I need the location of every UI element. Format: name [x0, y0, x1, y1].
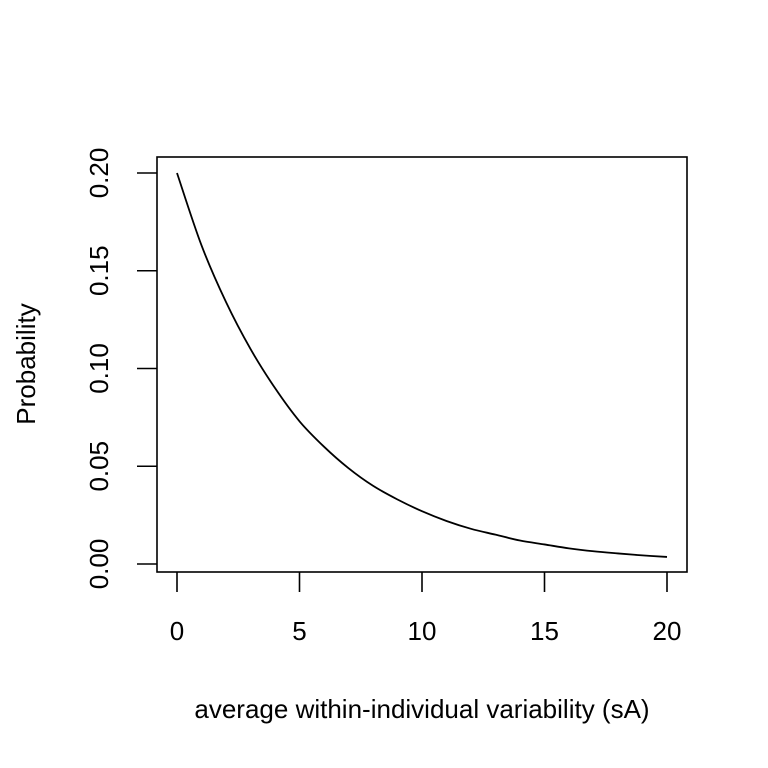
x-tick-label: 20: [653, 616, 682, 646]
y-tick-label: 0.20: [84, 148, 114, 199]
y-tick-label: 0.05: [84, 441, 114, 492]
x-axis: 0 5 10 15 20: [170, 572, 682, 646]
plot-frame: [156, 156, 688, 573]
probability-curve: [176, 172, 668, 558]
y-tick-label: 0.10: [84, 343, 114, 394]
x-tick-label: 15: [530, 616, 559, 646]
x-tick-label: 0: [170, 616, 184, 646]
y-axis: 0.00 0.05 0.10 0.15 0.20: [84, 148, 157, 590]
y-tick-label: 0.00: [84, 539, 114, 590]
y-axis-title: Probability: [11, 303, 41, 424]
y-tick-label: 0.15: [84, 245, 114, 296]
x-tick-label: 10: [408, 616, 437, 646]
x-tick-label: 5: [292, 616, 306, 646]
x-axis-title: average within-individual variability (s…: [194, 694, 649, 724]
